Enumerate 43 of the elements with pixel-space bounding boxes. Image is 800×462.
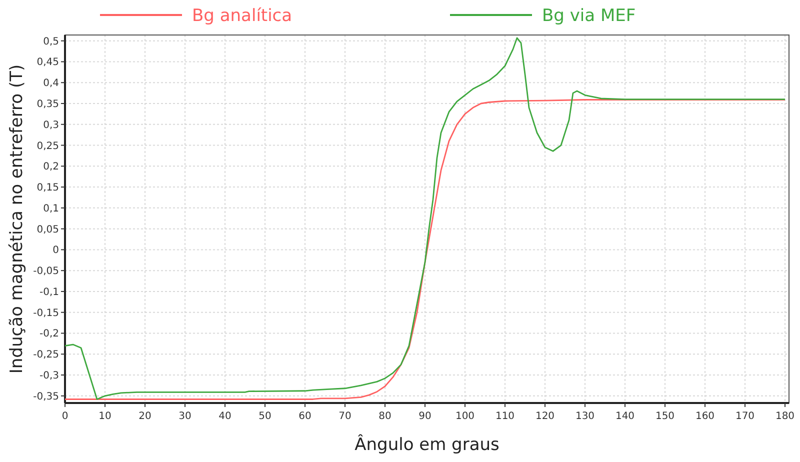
- x-tick-label: 0: [62, 411, 68, 422]
- y-tick-label: 0,3: [43, 120, 59, 131]
- x-tick-label: 70: [338, 411, 352, 422]
- x-tick-label: 30: [178, 411, 192, 422]
- x-tick-label: 90: [418, 411, 432, 422]
- x-tick-label: 140: [615, 411, 635, 422]
- legend-label: Bg analítica: [192, 6, 292, 26]
- y-tick-label: 0,05: [36, 224, 59, 236]
- x-tick-label: 130: [575, 411, 595, 422]
- y-tick-label: 0,1: [43, 203, 59, 214]
- y-tick-label: 0,35: [36, 99, 59, 110]
- x-tick-label: 110: [495, 411, 515, 422]
- line-series: [64, 99, 786, 400]
- x-tick-label: 100: [455, 411, 475, 422]
- x-tick-label: 80: [378, 411, 392, 422]
- y-tick-label: 0,5: [43, 36, 59, 48]
- y-tick-label: -0,15: [33, 308, 59, 319]
- y-axis-title: Indução magnética no entreferro (T): [7, 64, 27, 374]
- y-tick-label: -0,1: [39, 286, 59, 298]
- y-tick-label: -0,2: [39, 328, 59, 340]
- line-series: [64, 37, 786, 400]
- y-tick-label: 0,45: [36, 57, 59, 68]
- x-tick-label: 10: [98, 411, 112, 422]
- x-axis-title: Ângulo em graus: [354, 434, 500, 455]
- x-tick-label: 120: [535, 411, 555, 422]
- y-tick-label: 0: [52, 245, 59, 256]
- x-tick-label: 160: [695, 411, 715, 422]
- x-tick-label: 40: [218, 411, 232, 422]
- x-tick-label: 50: [258, 411, 272, 422]
- y-tick-label: 0,25: [36, 140, 59, 152]
- y-tick-label: -0,05: [33, 266, 59, 278]
- y-tick-label: 0,4: [43, 78, 59, 90]
- x-tick-label: 60: [298, 411, 312, 422]
- legend-label: Bg via MEF: [542, 6, 636, 26]
- y-tick-label: -0,3: [39, 370, 59, 382]
- x-tick-label: 170: [735, 411, 755, 422]
- y-tick-label: 0,2: [43, 162, 59, 173]
- x-tick-label: 150: [655, 411, 675, 422]
- y-tick-label: -0,35: [33, 391, 59, 402]
- y-tick-label: -0,25: [33, 350, 59, 361]
- y-tick-label: 0,15: [36, 182, 59, 194]
- x-tick-label: 180: [775, 411, 795, 422]
- x-tick-label: 20: [138, 411, 152, 422]
